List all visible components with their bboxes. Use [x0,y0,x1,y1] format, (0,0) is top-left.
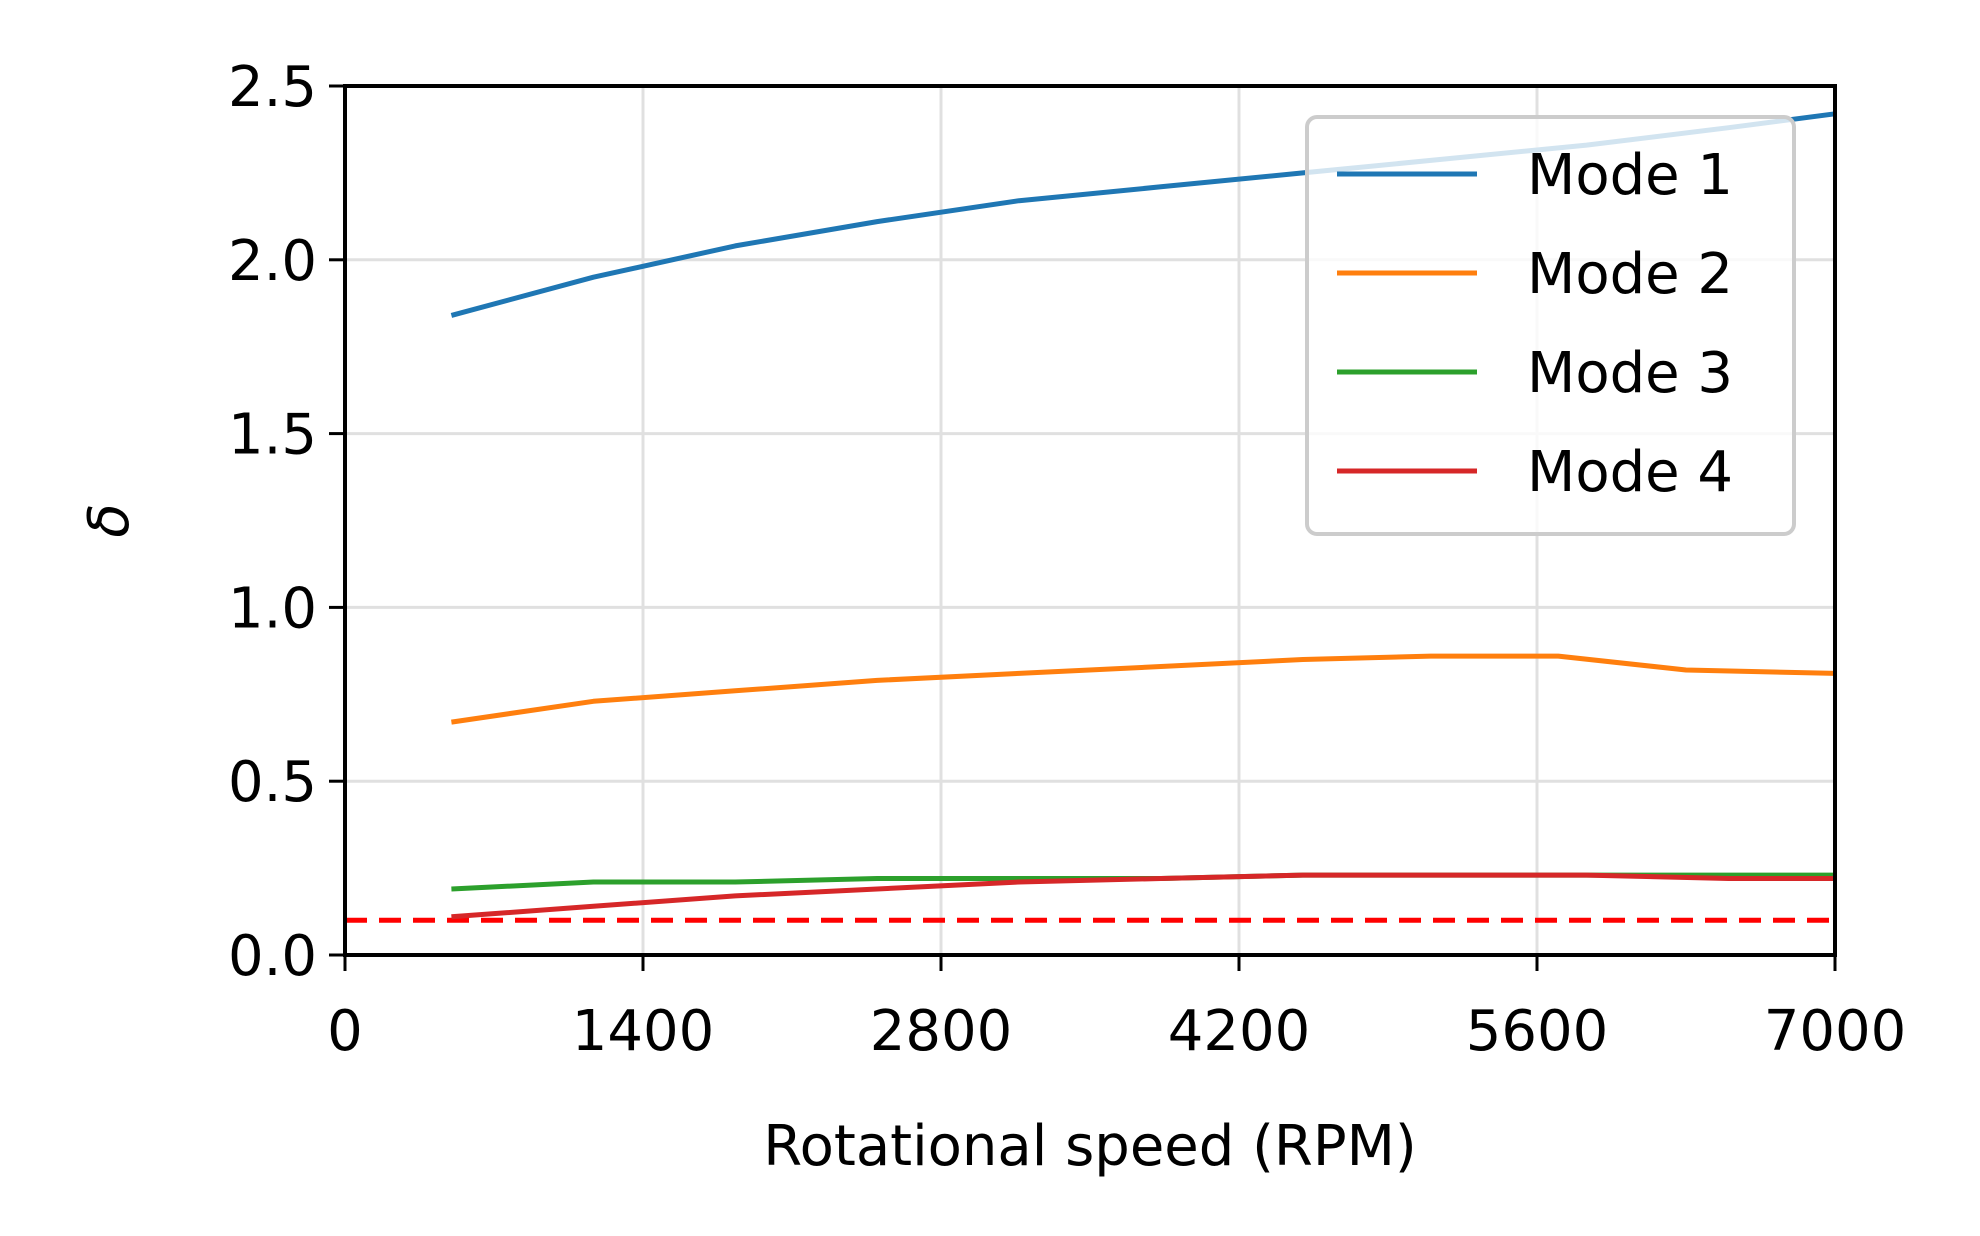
legend: Mode 1 Mode 2 Mode 3 Mode 4 [1305,115,1796,536]
legend-label: Mode 3 [1527,341,1733,406]
legend-box [1305,115,1796,536]
x-tick-label: 2800 [870,999,1013,1064]
y-tick-label: 0.0 [228,924,317,989]
x-tick-label: 4200 [1168,999,1311,1064]
y-tick-label: 1.0 [228,576,317,641]
x-tick-label: 1400 [572,999,715,1064]
x-tick-label: 5600 [1466,999,1609,1064]
x-tick-label: 0 [327,999,363,1064]
y-tick-label: 1.5 [228,403,317,468]
series-line-mode-2 [451,653,1836,725]
axis-ticks: 0 1400 2800 4200 5600 7000 0.0 0.5 1.0 1.5 2.0 2.5 [228,55,1906,1064]
y-tick-label: 0.5 [228,750,317,815]
y-tick-label: 2.5 [228,55,317,120]
x-tick-label: 7000 [1764,999,1907,1064]
plot-frame [343,84,1837,957]
y-axis-label: δ [77,503,142,537]
y-tick-label: 2.0 [228,229,317,294]
series-line-mode-4 [451,872,1835,920]
legend-label: Mode 1 [1527,143,1733,208]
legend-label: Mode 4 [1527,440,1733,505]
x-axis-label: Rotational speed (RPM) [763,1114,1417,1179]
legend-label: Mode 2 [1527,242,1733,307]
